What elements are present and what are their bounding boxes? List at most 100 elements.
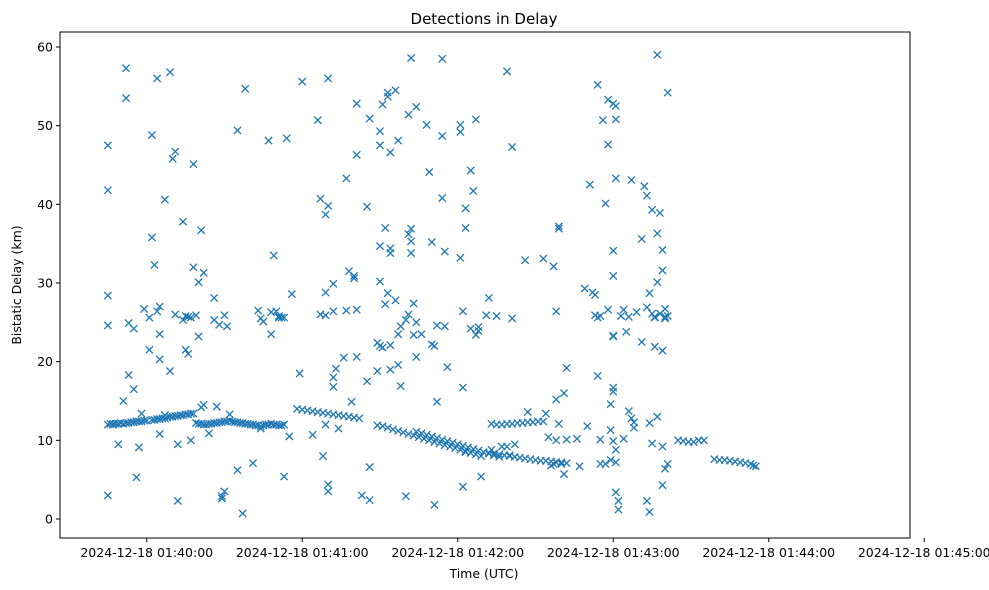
data-point [184,312,193,321]
data-point [103,186,112,195]
data-point [287,289,296,299]
data-point [637,234,646,244]
data-point [140,416,149,425]
data-point [435,439,444,448]
data-point [103,291,112,300]
data-point [160,414,169,423]
data-point [541,409,550,418]
data-point [396,381,405,391]
data-point [365,463,374,472]
y-tick-label: 0 [45,512,53,527]
data-point [352,352,361,362]
data-point [324,74,333,83]
data-point [194,332,203,341]
chart-title: Detections in Delay [411,10,558,28]
data-point [199,400,208,409]
data-point [241,84,250,93]
data-point [409,431,418,440]
data-point [186,313,195,322]
data-point [316,194,325,203]
data-point [474,322,483,332]
data-point [585,180,594,189]
data-point [661,312,670,321]
y-tick-label: 60 [37,40,53,55]
data-point [624,312,633,321]
data-point [614,496,623,505]
data-point [355,414,364,423]
data-point [375,241,385,251]
data-point [609,387,618,396]
data-point [378,100,387,109]
data-point [321,210,330,219]
data-point [606,426,615,435]
data-point [642,496,652,505]
data-point [601,199,610,208]
data-point [663,88,672,97]
data-point [140,304,149,314]
data-point [391,296,400,305]
data-point [178,315,188,325]
data-point [611,458,620,467]
data-point [487,445,496,454]
data-point [267,330,276,339]
data-point [559,470,569,479]
data-point [324,487,333,496]
data-point [461,448,470,457]
data-point [409,330,418,339]
data-point [331,364,341,373]
data-point [422,120,431,129]
data-point [204,429,214,438]
data-point [624,407,633,416]
data-point [461,223,470,232]
data-point [254,306,263,315]
data-point [145,313,154,322]
data-point [689,437,698,446]
data-point [342,306,351,315]
data-point [248,459,258,468]
data-point [611,445,620,454]
data-point [220,311,229,320]
data-point [280,313,289,322]
y-tick-label: 50 [37,118,53,133]
data-point [616,311,626,321]
data-point [184,349,193,358]
data-point [223,322,232,331]
data-point [606,400,615,409]
data-point [661,464,670,473]
data-point [121,64,131,73]
data-point [350,271,359,280]
data-point [645,507,654,516]
data-point [155,302,164,311]
data-point [362,377,372,386]
data-point [386,341,395,350]
data-point [321,311,330,320]
y-axis-label: Bistatic Delay (km) [9,225,24,344]
data-point [407,224,416,233]
data-point [438,193,447,203]
data-point [404,310,413,319]
data-point [438,54,447,63]
data-point [178,217,188,226]
data-point [502,67,512,76]
data-point [627,414,636,423]
data-point [453,440,462,449]
data-point [619,434,628,443]
data-point [119,396,128,406]
data-point [362,202,372,211]
data-point [365,496,374,505]
data-point [653,278,662,287]
data-point [593,80,602,89]
data-point [342,174,351,183]
data-point [103,491,112,500]
data-point [155,330,164,339]
data-point [508,142,517,151]
data-point [593,371,602,380]
data-point [432,321,442,330]
data-point [521,256,530,265]
data-point [627,175,636,185]
x-tick-label: 2024-12-18 01:44:00 [702,545,835,560]
data-point [186,436,195,445]
data-point [394,136,403,145]
data-point [508,314,517,323]
data-point [438,435,447,444]
